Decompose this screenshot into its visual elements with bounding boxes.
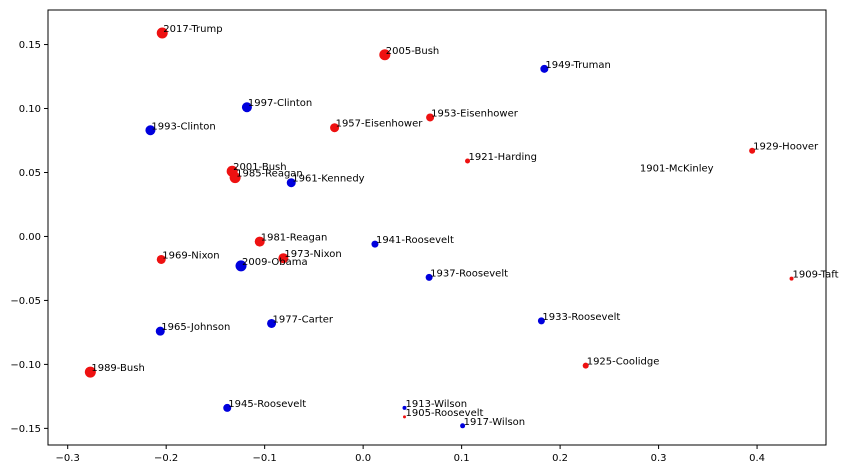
point-label: 1965-Johnson bbox=[161, 322, 230, 333]
data-point bbox=[540, 64, 549, 73]
point-label: 1945-Roosevelt bbox=[228, 399, 306, 410]
data-point bbox=[84, 366, 96, 378]
data-point bbox=[379, 49, 391, 61]
y-tick-label: −0.10 bbox=[10, 360, 41, 371]
x-tick-label: −0.2 bbox=[154, 453, 178, 464]
point-label: 1981-Reagan bbox=[261, 233, 328, 244]
point-label: 1977-Carter bbox=[273, 314, 334, 325]
x-tick-label: −0.1 bbox=[253, 453, 277, 464]
x-tick-label: 0.4 bbox=[749, 453, 765, 464]
data-point bbox=[402, 405, 407, 410]
data-point bbox=[156, 254, 166, 264]
point-label: 1989-Bush bbox=[91, 363, 144, 374]
data-point bbox=[156, 27, 168, 39]
point-label: 2017-Trump bbox=[163, 24, 222, 35]
data-point bbox=[371, 240, 379, 248]
data-point bbox=[145, 125, 156, 136]
axis-ticks: −0.3 −0.2 −0.1 0.0 0.1 0.2 0.3 0.4 0.15 0.10 0.05 0… bbox=[10, 40, 765, 464]
point-label: 2005-Bush bbox=[386, 46, 439, 57]
point-label: 1993-Clinton bbox=[151, 121, 215, 132]
y-tick-label: −0.05 bbox=[10, 296, 41, 307]
y-tick-label: 0.15 bbox=[19, 40, 41, 51]
data-point bbox=[330, 123, 340, 133]
point-label: 1921-Harding bbox=[469, 152, 537, 163]
data-point bbox=[425, 273, 433, 281]
y-tick-label: −0.15 bbox=[10, 424, 41, 435]
x-tick-label: 0.0 bbox=[355, 453, 371, 464]
y-tick-label: 0.00 bbox=[19, 232, 41, 243]
x-tick-label: −0.3 bbox=[56, 453, 80, 464]
point-label: 1901-McKinley bbox=[640, 163, 714, 174]
data-point bbox=[426, 113, 435, 122]
data-point bbox=[460, 423, 466, 429]
data-point bbox=[537, 317, 545, 325]
plot-frame bbox=[47, 9, 827, 446]
point-label: 1997-Clinton bbox=[248, 98, 312, 109]
x-tick-label: 0.2 bbox=[552, 453, 568, 464]
point-label: 1933-Roosevelt bbox=[542, 312, 620, 323]
data-point bbox=[223, 403, 232, 412]
point-label: 1909-Taft bbox=[793, 270, 839, 281]
data-point bbox=[254, 236, 265, 247]
data-point bbox=[235, 260, 247, 272]
point-label: 1925-Coolidge bbox=[587, 357, 660, 368]
data-point bbox=[278, 253, 289, 264]
point-label: 2009-Obama bbox=[242, 257, 308, 268]
point-label: 1973-Nixon bbox=[284, 249, 341, 260]
data-point bbox=[465, 158, 471, 164]
point-label: 1969-Nixon bbox=[162, 250, 219, 261]
point-label: 1957-Eisenhower bbox=[336, 119, 424, 130]
point-label: 1905-Roosevelt bbox=[406, 408, 484, 419]
y-tick-label: 0.05 bbox=[19, 168, 41, 179]
point-labels: 2017-Trump 2005-Bush 1949-Truman 1997-Clint… bbox=[91, 24, 838, 428]
point-label: 1917-Wilson bbox=[464, 417, 526, 428]
data-point bbox=[789, 276, 794, 281]
data-points bbox=[84, 27, 794, 429]
y-tick-label: 0.10 bbox=[19, 104, 41, 115]
point-label: 1949-Truman bbox=[545, 60, 610, 71]
data-point bbox=[241, 102, 252, 113]
point-label: 1961-Kennedy bbox=[292, 174, 364, 185]
data-point bbox=[749, 147, 756, 154]
point-label: 1937-Roosevelt bbox=[430, 268, 508, 279]
x-tick-label: 0.1 bbox=[454, 453, 470, 464]
point-label: 1985-Reagan bbox=[236, 169, 303, 180]
data-point bbox=[286, 178, 296, 188]
point-label: 1913-Wilson bbox=[406, 399, 468, 410]
x-tick-label: 0.3 bbox=[651, 453, 667, 464]
point-label: 2001-Bush bbox=[233, 162, 286, 173]
point-label: 1941-Roosevelt bbox=[376, 235, 454, 246]
point-label: 1953-Eisenhower bbox=[431, 108, 519, 119]
data-point bbox=[403, 415, 407, 419]
data-point bbox=[267, 318, 277, 328]
data-point bbox=[155, 326, 165, 336]
data-point bbox=[229, 172, 241, 184]
point-label: 1929-Hoover bbox=[753, 142, 819, 153]
data-point bbox=[582, 362, 589, 369]
